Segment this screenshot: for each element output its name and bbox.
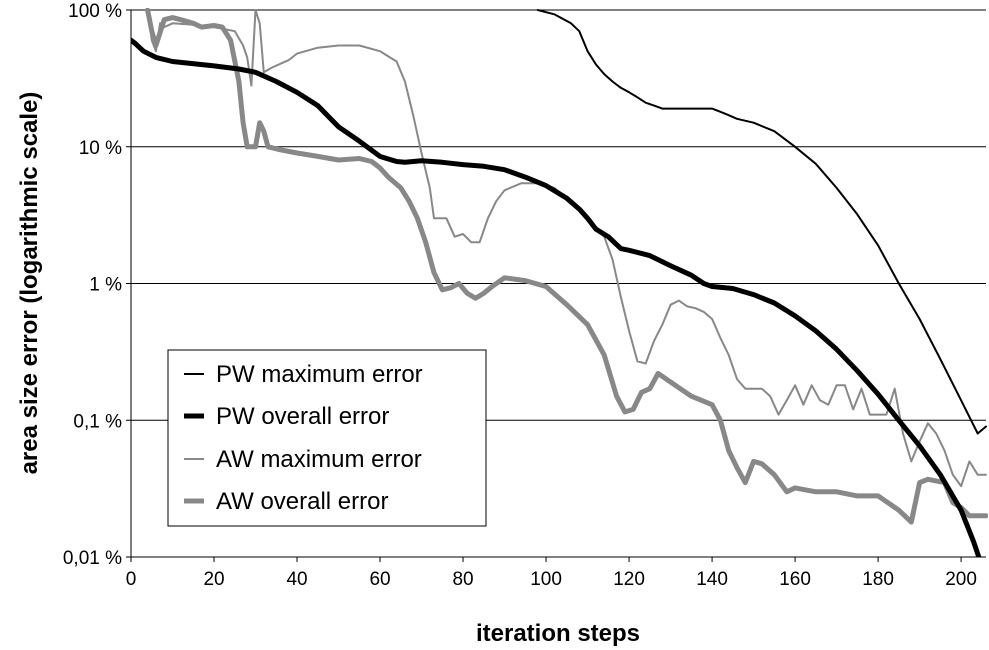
series-lines	[131, 8, 988, 557]
x-tick-label: 80	[452, 569, 473, 590]
legend-label-pw-maximum-error: PW maximum error	[216, 361, 423, 388]
x-tick-label: 200	[945, 569, 977, 590]
legend-label-aw-maximum-error: AW maximum error	[216, 446, 422, 473]
x-tick-label: 60	[369, 569, 390, 590]
y-axis-title: area size error (logarithmic scale)	[16, 92, 43, 475]
y-tick-label: 10 %	[79, 138, 122, 159]
series-line-pw-maximum-error	[536, 9, 987, 435]
x-axis-title: iteration steps	[476, 620, 640, 647]
series-line-aw-overall-error	[145, 8, 988, 525]
x-tick-label: 100	[530, 569, 562, 590]
x-tick-label: 120	[613, 569, 645, 590]
x-tick-label: 140	[696, 569, 728, 590]
legend: PW maximum error PW overall error AW max…	[167, 349, 487, 527]
x-tick-label: 160	[779, 569, 811, 590]
y-tick-labels: 0,01 % 0,1 % 1 % 10 % 100 %	[63, 1, 131, 569]
x-tick-label: 20	[203, 569, 224, 590]
y-tick-label: 100 %	[68, 1, 122, 22]
y-tick-label: 0,1 %	[73, 411, 122, 432]
y-tick-label: 1 %	[89, 275, 122, 296]
x-tick-labels: 0 20 40 60 80 100 120 140 160 180 200	[126, 557, 977, 590]
x-tick-label: 0	[126, 569, 137, 590]
legend-label-pw-overall-error: PW overall error	[216, 403, 389, 430]
x-tick-label: 40	[286, 569, 307, 590]
series-line-pw-overall-error	[131, 37, 982, 557]
x-tick-label: 180	[862, 569, 894, 590]
y-tick-label: 0,01 %	[63, 548, 122, 569]
legend-label-aw-overall-error: AW overall error	[216, 488, 388, 515]
series-line-aw-maximum-error	[146, 9, 987, 488]
legend-box	[167, 349, 487, 527]
